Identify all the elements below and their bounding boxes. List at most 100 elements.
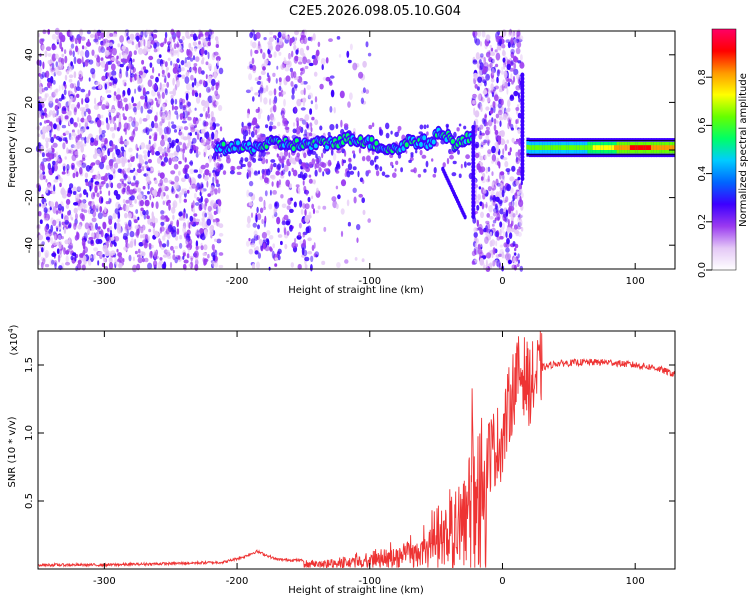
noise-cell (100, 57, 104, 62)
noise-cell (283, 57, 286, 64)
noise-cell (106, 46, 111, 51)
noise-cell (167, 148, 171, 153)
noise-cell (492, 101, 496, 108)
streak-cell (520, 79, 525, 85)
noise-cell (131, 96, 135, 104)
noise-cell (86, 192, 89, 198)
noise-cell (59, 182, 62, 188)
noise-cell (494, 231, 499, 238)
noise-cell (63, 49, 67, 54)
noise-cell (137, 85, 142, 93)
noise-cell (58, 137, 63, 142)
colorbar-tick-label: 0.2 (697, 214, 708, 230)
noise-cell (175, 235, 179, 241)
noise-cell (482, 263, 486, 270)
noise-cell (278, 77, 282, 83)
noise-cell (66, 192, 72, 198)
noise-cell (321, 64, 324, 71)
noise-cell (111, 108, 116, 113)
noise-cell (211, 95, 216, 102)
noise-cell (490, 77, 495, 83)
noise-cell (74, 254, 77, 262)
noise-cell (44, 112, 48, 118)
streak-cell (471, 207, 476, 212)
noise-cell (127, 176, 131, 183)
noise-cell (491, 145, 496, 154)
noise-cell (100, 60, 106, 68)
noise-cell (311, 244, 315, 251)
noise-cell (312, 208, 316, 215)
noise-cell (38, 142, 41, 147)
noise-cell (511, 165, 516, 172)
noise-cell (61, 53, 65, 58)
x-tick-label: -100 (358, 276, 381, 287)
noise-cell (176, 125, 181, 131)
noise-cell (147, 158, 152, 164)
noise-cell (45, 236, 50, 241)
noise-cell (491, 171, 494, 177)
noise-cell (66, 70, 70, 75)
noise-cell (79, 167, 83, 175)
noise-cell (46, 125, 52, 131)
fringe-cell (244, 157, 249, 163)
noise-cell (517, 92, 521, 99)
noise-cell (62, 142, 66, 150)
noise-cell (285, 75, 291, 82)
noise-cell (511, 219, 514, 227)
noise-cell (128, 189, 134, 195)
noise-cell (116, 218, 121, 223)
noise-cell (213, 51, 219, 56)
x-tick-label: -200 (226, 276, 249, 287)
noise-cell (91, 192, 95, 200)
noise-cell (360, 97, 364, 105)
noise-cell (204, 175, 209, 181)
noise-cell (101, 197, 103, 204)
noise-cell (56, 70, 62, 76)
noise-cell (128, 203, 134, 208)
noise-cell (57, 254, 61, 263)
noise-cell (214, 261, 219, 268)
noise-cell (50, 224, 54, 233)
noise-cell (128, 147, 133, 153)
fringe-cell (265, 124, 269, 129)
noise-cell (106, 31, 111, 39)
noise-cell (480, 211, 484, 218)
noise-cell (282, 62, 285, 69)
noise-cell (302, 233, 305, 238)
noise-cell (216, 205, 221, 214)
noise-cell (79, 202, 84, 209)
noise-cell (161, 263, 166, 270)
colorbar-tick-label: 0.4 (697, 166, 708, 182)
noise-cell (501, 189, 505, 198)
noise-cell (478, 69, 482, 77)
noise-cell (158, 238, 161, 244)
noise-cell (192, 41, 198, 47)
noise-cell (509, 147, 512, 153)
band-core (627, 145, 631, 150)
band-core (669, 145, 673, 150)
y-tick-label: -40 (24, 237, 35, 253)
noise-cell (283, 98, 286, 107)
noise-cell (97, 212, 103, 220)
noise-cell (308, 92, 314, 99)
noise-cell (108, 174, 114, 181)
fringe-cell (314, 169, 318, 177)
noise-cell (122, 94, 125, 98)
noise-cell (188, 122, 193, 127)
noise-cell (54, 201, 59, 209)
fringe-cell (421, 154, 427, 159)
noise-cell (51, 191, 56, 195)
track-core (221, 141, 226, 147)
spectrogram-frame (37, 30, 676, 270)
noise-cell (358, 193, 364, 198)
noise-cell (215, 101, 219, 106)
noise-cell (272, 243, 276, 249)
streak-cell (471, 160, 476, 166)
streak-cell (471, 185, 476, 191)
noise-cell (484, 114, 487, 118)
noise-cell (177, 255, 181, 260)
noise-cell (492, 260, 496, 267)
noise-cell (176, 219, 179, 228)
noise-cell (331, 196, 337, 202)
noise-cell (190, 46, 194, 52)
